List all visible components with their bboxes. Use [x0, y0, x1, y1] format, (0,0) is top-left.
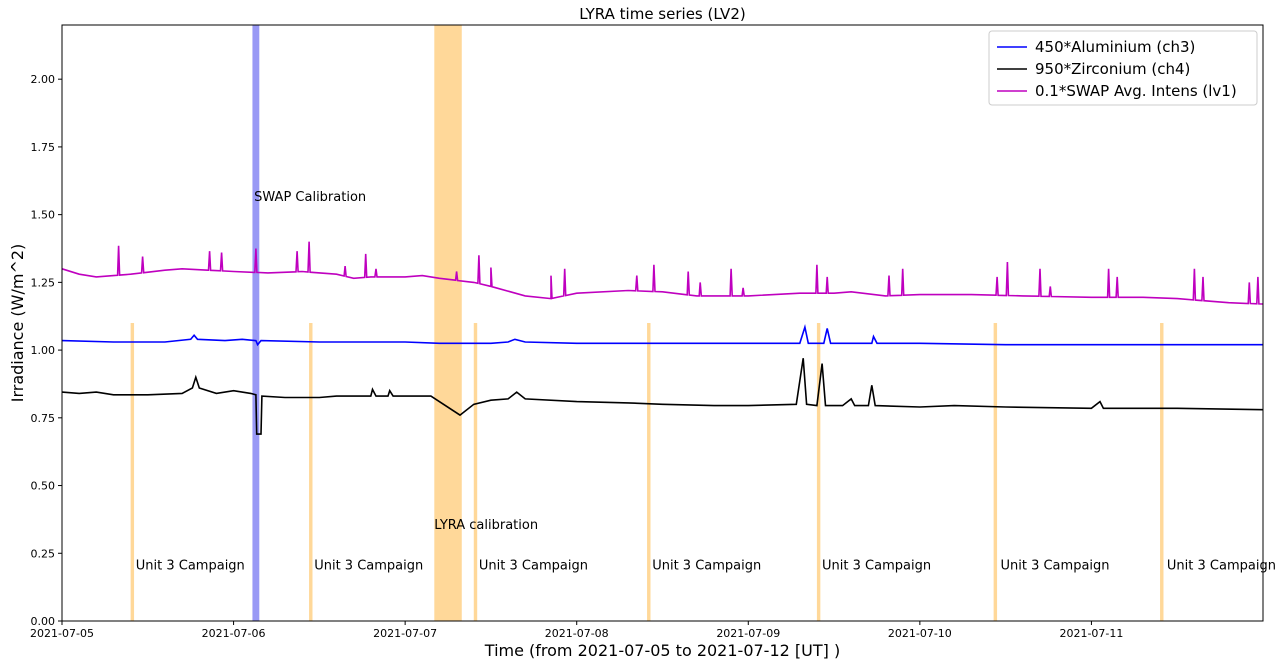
plot-area-frame [61, 24, 1264, 622]
annotation-2: Unit 3 Campaign [136, 559, 245, 574]
x-tick-label-6: 2021-07-11 [1059, 627, 1123, 640]
legend-label-2: 0.1*SWAP Avg. Intens (lv1) [1035, 82, 1237, 100]
series-line-2 [61, 241, 1264, 305]
series-line-1 [61, 358, 1264, 435]
band-2 [130, 323, 135, 621]
y-tick-label-1: 0.25 [31, 547, 56, 560]
highlight-bands [130, 25, 1164, 621]
y-tick-label-8: 2.00 [31, 73, 56, 86]
y-tick-label-7: 1.75 [31, 141, 56, 154]
series-line-0 [61, 323, 1263, 347]
chart-title: LYRA time series (LV2) [579, 5, 745, 23]
y-tick-label-4: 1.00 [31, 344, 56, 357]
y-axis-ticks: 0.00 0.25 0.50 0.75 1.00 1.25 1.50 1.75 2.00 [31, 73, 62, 628]
legend-label-1: 950*Zirconium (ch4) [1035, 60, 1190, 78]
y-axis-title: Irradiance (W/m^2) [8, 244, 27, 403]
annotation-5: Unit 3 Campaign [652, 559, 761, 574]
band-1 [434, 25, 462, 621]
x-axis-ticks: 2021-07-05 2021-07-06 2021-07-07 2021-07-08… [30, 621, 1123, 640]
x-tick-label-0: 2021-07-05 [30, 627, 94, 640]
y-tick-label-6: 1.50 [31, 209, 56, 222]
x-tick-label-1: 2021-07-06 [202, 627, 266, 640]
x-tick-label-4: 2021-07-09 [716, 627, 780, 640]
band-8 [1160, 323, 1164, 621]
x-tick-label-3: 2021-07-08 [545, 627, 609, 640]
series-lines [61, 241, 1264, 435]
annotation-6: Unit 3 Campaign [822, 559, 931, 574]
x-tick-label-2: 2021-07-07 [373, 627, 437, 640]
y-tick-label-5: 1.25 [31, 276, 56, 289]
band-6 [816, 323, 821, 621]
annotations: SWAP Calibration LYRA calibration Unit 3 C… [136, 190, 1276, 573]
band-5 [647, 323, 651, 621]
legend-label-0: 450*Aluminium (ch3) [1035, 38, 1195, 56]
legend: 450*Aluminium (ch3) 950*Zirconium (ch4) 0.… [988, 30, 1258, 106]
y-tick-label-3: 0.75 [31, 412, 56, 425]
y-tick-label-2: 0.50 [31, 480, 56, 493]
annotation-7: Unit 3 Campaign [1000, 559, 1109, 574]
band-7 [993, 323, 998, 621]
annotation-8: Unit 3 Campaign [1167, 559, 1276, 574]
y-tick-label-0: 0.00 [31, 615, 56, 628]
x-axis-title: Time (from 2021-07-05 to 2021-07-12 [UT]… [484, 641, 840, 660]
band-3 [309, 323, 313, 621]
band-0 [252, 25, 260, 621]
annotation-0: SWAP Calibration [254, 190, 366, 205]
annotation-4: Unit 3 Campaign [479, 559, 588, 574]
band-4 [473, 323, 478, 621]
x-tick-label-5: 2021-07-10 [888, 627, 952, 640]
legend-box [988, 30, 1258, 106]
annotation-1: LYRA calibration [434, 518, 538, 533]
annotation-3: Unit 3 Campaign [314, 559, 423, 574]
